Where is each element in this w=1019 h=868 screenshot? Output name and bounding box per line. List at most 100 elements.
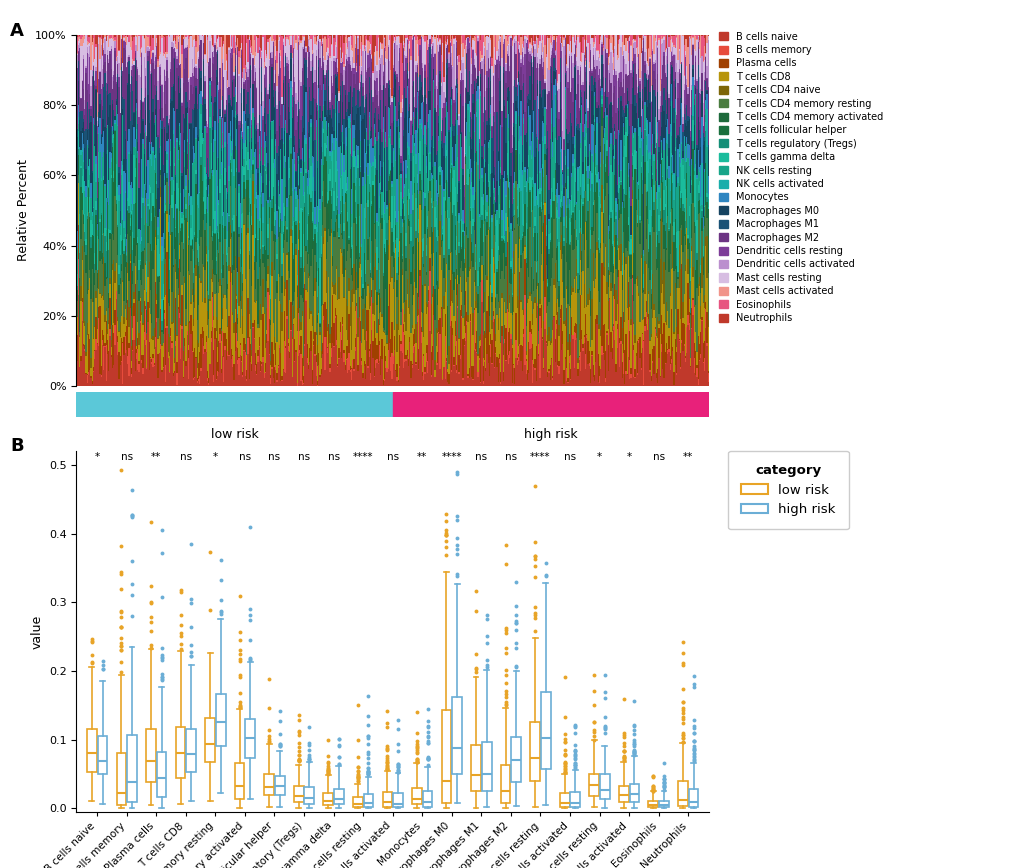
Bar bbox=[530, 293, 531, 300]
Bar bbox=[420, 190, 422, 208]
Bar bbox=[261, 67, 262, 92]
Bar bbox=[654, 79, 655, 95]
Bar bbox=[407, 74, 408, 86]
Bar bbox=[112, 101, 113, 104]
Bar bbox=[338, 94, 339, 101]
Bar bbox=[322, 128, 323, 153]
Bar bbox=[483, 64, 485, 97]
Bar bbox=[219, 279, 220, 286]
Bar bbox=[160, 67, 161, 76]
Bar bbox=[299, 80, 300, 109]
Bar bbox=[677, 231, 678, 272]
Bar bbox=[431, 266, 433, 294]
Bar bbox=[635, 356, 636, 386]
Bar bbox=[205, 133, 207, 174]
Bar bbox=[208, 338, 209, 378]
Bar bbox=[87, 129, 88, 140]
Bar bbox=[378, 309, 380, 312]
Bar bbox=[672, 175, 673, 183]
Bar bbox=[291, 191, 292, 226]
Bar bbox=[239, 355, 240, 386]
Bar bbox=[413, 210, 414, 247]
Bar bbox=[550, 55, 551, 56]
Bar bbox=[139, 372, 140, 386]
Bar bbox=[175, 52, 176, 91]
Bar bbox=[345, 146, 346, 182]
Bar bbox=[619, 338, 620, 344]
Bar bbox=[684, 358, 686, 361]
Bar bbox=[521, 311, 523, 346]
Bar bbox=[396, 45, 397, 75]
Bar bbox=[647, 67, 649, 74]
Bar bbox=[592, 280, 593, 365]
Bar bbox=[261, 51, 262, 58]
Bar bbox=[187, 80, 189, 82]
Bar bbox=[453, 365, 454, 366]
Bar bbox=[573, 229, 575, 248]
Bar bbox=[139, 364, 140, 372]
Bar bbox=[530, 348, 531, 386]
Bar bbox=[559, 152, 560, 199]
Bar bbox=[103, 176, 104, 180]
Bar bbox=[338, 236, 339, 237]
Bar bbox=[299, 353, 300, 386]
Bar bbox=[98, 234, 99, 239]
Bar bbox=[523, 337, 524, 386]
Bar bbox=[556, 275, 557, 282]
Bar bbox=[209, 117, 210, 128]
Bar bbox=[114, 271, 115, 283]
Bar bbox=[460, 135, 461, 188]
Bar bbox=[591, 71, 592, 73]
Bar bbox=[266, 136, 267, 148]
Bar bbox=[451, 89, 453, 99]
Bar bbox=[550, 343, 551, 358]
Bar bbox=[560, 214, 561, 222]
Bar bbox=[413, 253, 414, 286]
Bar bbox=[333, 346, 334, 347]
Bar bbox=[573, 55, 575, 67]
Bar bbox=[242, 148, 244, 166]
Bar bbox=[419, 141, 420, 171]
Bar bbox=[291, 243, 292, 261]
Bar bbox=[568, 262, 570, 271]
Bar bbox=[296, 207, 297, 221]
Bar bbox=[377, 263, 378, 293]
Bar bbox=[584, 157, 586, 186]
Bar bbox=[125, 256, 127, 261]
Bar bbox=[480, 74, 481, 77]
Bar bbox=[583, 56, 584, 60]
Bar bbox=[580, 372, 581, 386]
Bar bbox=[487, 164, 488, 182]
Bar bbox=[401, 199, 403, 208]
Bar bbox=[160, 174, 161, 175]
Bar bbox=[480, 91, 481, 92]
Bar bbox=[220, 100, 222, 117]
Bar bbox=[625, 132, 626, 157]
Bar bbox=[319, 332, 320, 335]
Bar bbox=[601, 43, 602, 47]
Bar bbox=[397, 90, 398, 102]
Bar bbox=[624, 385, 625, 386]
Bar bbox=[458, 242, 460, 246]
Bar bbox=[555, 189, 556, 196]
Bar bbox=[318, 39, 319, 41]
Bar bbox=[167, 125, 169, 127]
Bar bbox=[401, 219, 403, 222]
Bar bbox=[425, 98, 426, 104]
Bar bbox=[127, 210, 128, 212]
Bar bbox=[149, 308, 150, 342]
Bar bbox=[145, 186, 146, 189]
Bar bbox=[665, 48, 666, 49]
Bar bbox=[413, 156, 414, 210]
Bar bbox=[152, 63, 154, 99]
Bar bbox=[145, 125, 146, 132]
Bar bbox=[372, 35, 373, 70]
Bar bbox=[180, 272, 181, 324]
Bar bbox=[612, 264, 613, 266]
Bar bbox=[310, 266, 312, 311]
Bar bbox=[215, 54, 217, 70]
Bar bbox=[333, 138, 334, 149]
Bar bbox=[331, 343, 333, 386]
Bar bbox=[460, 220, 461, 247]
Bar bbox=[515, 150, 517, 155]
